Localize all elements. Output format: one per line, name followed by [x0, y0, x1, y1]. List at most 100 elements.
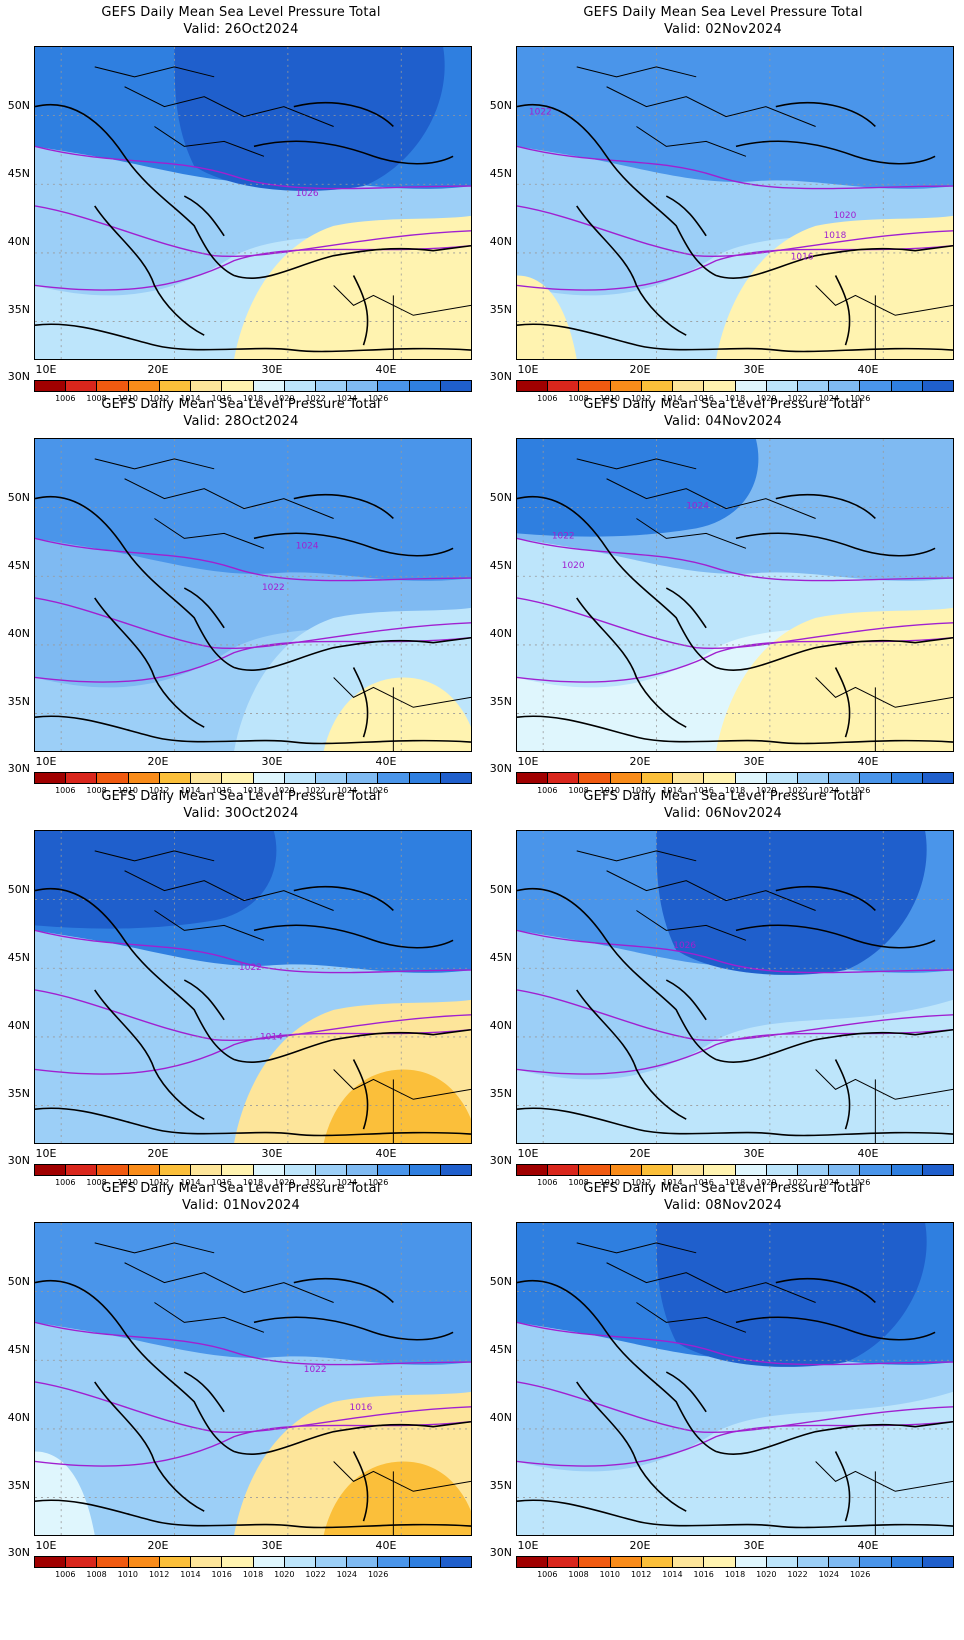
- colorbar-swatch: [517, 773, 549, 783]
- panel-title: GEFS Daily Mean Sea Level Pressure Total: [101, 5, 381, 20]
- colorbar-label: 1024: [336, 786, 358, 795]
- country-border: [815, 1461, 953, 1492]
- isobar-line: [517, 1381, 953, 1433]
- colorbar-label: 1026: [367, 394, 389, 403]
- latitude-label: 30N: [489, 762, 512, 775]
- colorbar-swatch: [66, 773, 98, 783]
- colorbar-swatch: [378, 381, 410, 391]
- country-border: [636, 910, 747, 941]
- colorbar-label: 1016: [693, 1570, 714, 1579]
- colorbar-swatch: [548, 773, 580, 783]
- colorbar-label: 1014: [662, 786, 683, 795]
- colorbar-label: 1020: [274, 394, 295, 403]
- colorbar-label: 1018: [242, 786, 264, 795]
- coastline: [735, 924, 936, 949]
- latitude-label: 50N: [489, 491, 512, 504]
- map-panel: GEFS Daily Mean Sea Level Pressure Total…: [482, 784, 964, 1194]
- country-border: [606, 1262, 816, 1303]
- colorbar-swatch: [159, 381, 192, 391]
- coastline: [352, 667, 369, 738]
- colorbar-swatch: [222, 1165, 254, 1175]
- colorbar: [516, 772, 954, 784]
- latitude-label: 50N: [7, 1275, 30, 1288]
- latitude-label: 30N: [7, 1154, 30, 1167]
- coastline: [517, 715, 953, 745]
- coastline: [665, 1371, 707, 1413]
- colorbar-label: 1016: [211, 1178, 232, 1187]
- colorbar-label: 1006: [55, 1178, 76, 1187]
- colorbar-label: 1022: [305, 786, 326, 795]
- coastline: [35, 1280, 235, 1453]
- map-panel: GEFS Daily Mean Sea Level Pressure Total…: [482, 0, 964, 410]
- colorbar-swatch: [409, 381, 441, 391]
- colorbar-swatch: [159, 1165, 192, 1175]
- colorbar-label: 1024: [336, 394, 358, 403]
- longitude-label: 20E: [147, 755, 169, 768]
- colorbar-swatch: [128, 773, 160, 783]
- colorbar-swatch: [704, 773, 736, 783]
- colorbar-swatch: [222, 773, 254, 783]
- colorbar-swatch: [97, 1557, 129, 1567]
- colorbar-swatch: [378, 773, 410, 783]
- colorbar-swatch: [517, 1557, 549, 1567]
- coastline: [35, 323, 471, 353]
- colorbar-label: 1022: [787, 394, 808, 403]
- colorbar-swatch: [673, 773, 705, 783]
- longitude-label: 40E: [375, 363, 397, 376]
- colorbar-swatch: [315, 1165, 348, 1175]
- pressure-map: 1026: [516, 830, 954, 1144]
- colorbar-swatch: [97, 1165, 129, 1175]
- pressure-map: 1022 1014: [34, 830, 472, 1144]
- map-panel: GEFS Daily Mean Sea Level Pressure Total…: [0, 0, 482, 410]
- colorbar-label: 1020: [756, 1570, 777, 1579]
- country-border: [333, 1461, 471, 1492]
- longitude-label: 10E: [35, 1147, 57, 1160]
- coastline: [517, 323, 953, 353]
- panel-title: GEFS Daily Mean Sea Level Pressure Total: [101, 789, 381, 804]
- colorbar-label: 1006: [537, 786, 558, 795]
- pressure-map-svg: 1024 1022: [35, 439, 471, 751]
- colorbar-swatch: [517, 1165, 549, 1175]
- pressure-map-svg: 1024 1022 1020: [517, 439, 953, 751]
- country-border: [576, 850, 697, 862]
- colorbar-label: 1012: [630, 786, 652, 795]
- coastline: [293, 885, 394, 912]
- panel-valid-date: Valid: 26Oct2024: [183, 22, 299, 37]
- colorbar-label: 1010: [599, 786, 621, 795]
- longitude-label: 30E: [261, 363, 283, 376]
- country-border: [154, 1302, 265, 1333]
- isobar-line: [517, 145, 953, 190]
- coastline: [834, 275, 851, 346]
- colorbar-swatch: [766, 1165, 798, 1175]
- coastline: [715, 244, 953, 280]
- colorbar-label: 1014: [662, 394, 683, 403]
- longitude-label: 20E: [147, 1147, 169, 1160]
- isobar-label: 1022: [529, 108, 552, 118]
- country-border: [636, 126, 747, 157]
- colorbar-swatch: [766, 1557, 798, 1567]
- pressure-fill-region: [323, 1461, 471, 1535]
- pressure-map-svg: 1026: [35, 47, 471, 359]
- colorbar-swatch: [673, 1557, 705, 1567]
- colorbar-label: 1024: [818, 1178, 840, 1187]
- colorbar-swatch: [284, 1557, 316, 1567]
- colorbar-swatch: [253, 773, 285, 783]
- colorbar-label: 1010: [117, 1178, 139, 1187]
- panel-valid-date: Valid: 01Nov2024: [181, 1198, 301, 1213]
- pressure-fill-region: [323, 677, 471, 751]
- colorbar-label: 1026: [367, 1570, 389, 1579]
- country-border: [606, 870, 816, 911]
- coastline: [576, 205, 687, 336]
- colorbar: [34, 1556, 472, 1568]
- pressure-fill-region: [656, 831, 927, 975]
- colorbar-label: 1022: [305, 1570, 326, 1579]
- latitude-label: 50N: [7, 99, 30, 112]
- colorbar-swatch: [704, 1165, 736, 1175]
- latitude-label: 30N: [7, 1546, 30, 1559]
- latitude-label: 40N: [489, 627, 512, 640]
- colorbar-swatch: [860, 773, 892, 783]
- colorbar-label: 1018: [242, 1178, 264, 1187]
- colorbar-label: 1012: [148, 1570, 170, 1579]
- colorbar-swatch: [860, 1557, 892, 1567]
- pressure-fill-region: [35, 1223, 471, 1365]
